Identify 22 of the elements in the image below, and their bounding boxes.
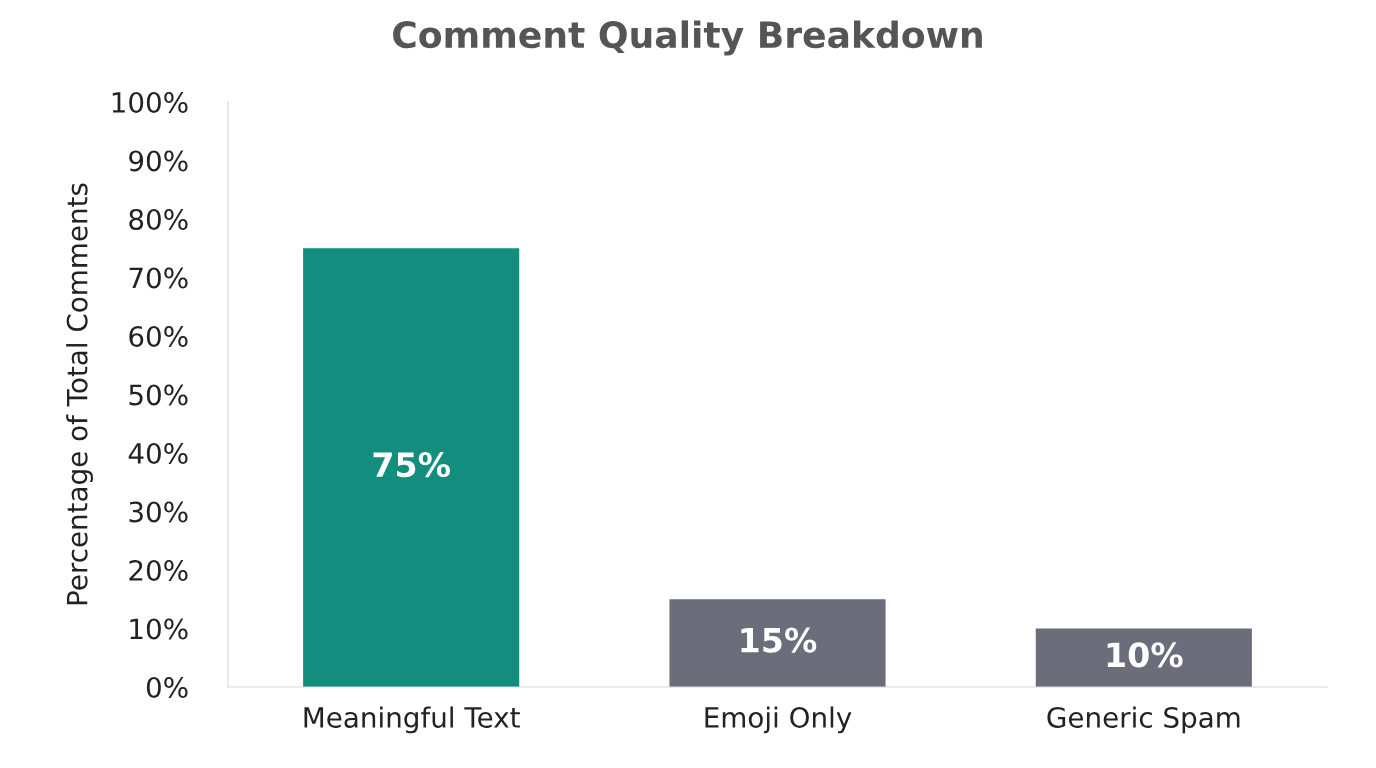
y-tick-label: 20% — [129, 559, 188, 581]
data-label: 15% — [741, 627, 817, 653]
x-tick-label: Meaningful Text — [304, 706, 520, 734]
y-tick-label: 60% — [129, 325, 188, 347]
bar — [303, 248, 520, 687]
y-tick-label: 100% — [112, 91, 188, 113]
x-tick-label: Emoji Only — [705, 706, 852, 734]
bar — [1035, 628, 1252, 687]
y-tick-label: 10% — [130, 618, 188, 640]
y-tick-label: 40% — [128, 442, 188, 464]
y-tick-label: 90% — [129, 150, 188, 172]
data-label: 75% — [373, 452, 450, 478]
data-label: 10% — [1107, 642, 1183, 668]
bar — [669, 599, 886, 687]
y-tick-label: 0% — [146, 676, 188, 698]
y-axis-title: Percentage of Total Comments — [66, 183, 94, 605]
y-tick-label: 50% — [129, 384, 188, 406]
y-tick-label: 70% — [129, 267, 188, 289]
x-tick-label: Generic Spam — [1047, 706, 1240, 734]
y-tick-label: 80% — [129, 208, 188, 230]
y-tick-label: 30% — [129, 501, 188, 523]
chart-title: Comment Quality Breakdown — [393, 20, 982, 56]
